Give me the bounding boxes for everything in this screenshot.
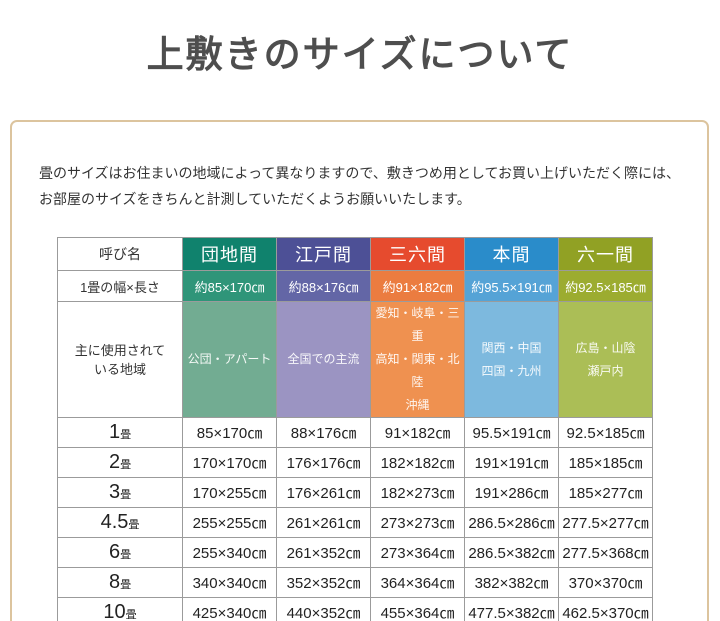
- size-value: 277.5×368㎝: [558, 537, 653, 568]
- row-label: 2畳: [57, 447, 183, 478]
- regions-row: 主に使用されて いる地域 公団・アパート 全国での主流 愛知・岐阜・三重 高知・関…: [57, 301, 653, 418]
- row-label: 6畳: [57, 537, 183, 568]
- size-value: 185×185㎝: [558, 447, 653, 478]
- intro-text: 畳のサイズはお住まいの地域によって異なりますので、敷きつめ用としてお買い上げいた…: [39, 160, 680, 212]
- intro-line-2: お部屋のサイズをきちんと計測していただくようお願いいたします。: [38, 191, 471, 207]
- size-value: 191×286㎝: [464, 477, 559, 508]
- row-label: 3畳: [57, 477, 183, 508]
- size-value: 85×170㎝: [182, 417, 277, 448]
- size-row-4-5jo: 4.5畳 255×255㎝ 261×261㎝ 273×273㎝ 286.5×28…: [57, 507, 653, 538]
- size-value: 273×364㎝: [370, 537, 465, 568]
- size-row-2jo: 2畳 170×170㎝ 176×176㎝ 182×182㎝ 191×191㎝ 1…: [57, 447, 653, 478]
- column-header-danchima: 団地間: [182, 237, 277, 271]
- size-value: 352×352㎝: [276, 567, 371, 598]
- size-value: 191×191㎝: [464, 447, 559, 478]
- size-value: 91×182㎝: [370, 417, 465, 448]
- one-mat-size-value: 約92.5×185㎝: [558, 270, 653, 302]
- size-row-10jo: 10畳 425×340㎝ 440×352㎝ 455×364㎝ 477.5×382…: [57, 597, 653, 621]
- regions-sanrokuma: 愛知・岐阜・三重 高知・関東・北陸 沖縄: [370, 301, 465, 418]
- one-mat-size-label: 1畳の幅×長さ: [57, 270, 183, 302]
- page: 上敷きのサイズについて 畳のサイズはお住まいの地域によって異なりますので、敷きつ…: [0, 24, 720, 621]
- size-value: 261×352㎝: [276, 537, 371, 568]
- regions-edoma: 全国での主流: [276, 301, 371, 418]
- size-value: 340×340㎝: [182, 567, 277, 598]
- column-header-rokuichima: 六一間: [558, 237, 653, 271]
- size-value: 176×261㎝: [276, 477, 371, 508]
- table-header-row: 呼び名 団地間 江戸間 三六間 本間 六一間: [57, 237, 653, 271]
- size-value: 170×170㎝: [182, 447, 277, 478]
- regions-rokuichima: 広島・山陰 瀬戸内: [558, 301, 653, 418]
- one-mat-size-value: 約95.5×191㎝: [464, 270, 559, 302]
- tatami-size-table: 呼び名 団地間 江戸間 三六間 本間 六一間 1畳の幅×長さ 約85×170㎝ …: [57, 237, 653, 621]
- size-row-1jo: 1畳 85×170㎝ 88×176㎝ 91×182㎝ 95.5×191㎝ 92.…: [57, 417, 653, 448]
- size-value: 182×182㎝: [370, 447, 465, 478]
- size-row-6jo: 6畳 255×340㎝ 261×352㎝ 273×364㎝ 286.5×382㎝…: [57, 537, 653, 568]
- size-value: 95.5×191㎝: [464, 417, 559, 448]
- size-row-3jo: 3畳 170×255㎝ 176×261㎝ 182×273㎝ 191×286㎝ 1…: [57, 477, 653, 508]
- content-panel: 畳のサイズはお住まいの地域によって異なりますので、敷きつめ用としてお買い上げいた…: [10, 120, 709, 621]
- size-row-8jo: 8畳 340×340㎝ 352×352㎝ 364×364㎝ 382×382㎝ 3…: [57, 567, 653, 598]
- size-value: 92.5×185㎝: [558, 417, 653, 448]
- row-label: 8畳: [57, 567, 183, 598]
- column-header-edoma: 江戸間: [276, 237, 371, 271]
- size-value: 286.5×382㎝: [464, 537, 559, 568]
- size-value: 477.5×382㎝: [464, 597, 559, 621]
- size-value: 286.5×286㎝: [464, 507, 559, 538]
- one-mat-size-value: 約91×182㎝: [370, 270, 465, 302]
- size-value: 185×277㎝: [558, 477, 653, 508]
- size-value: 364×364㎝: [370, 567, 465, 598]
- regions-danchima: 公団・アパート: [182, 301, 277, 418]
- one-mat-size-row: 1畳の幅×長さ 約85×170㎝ 約88×176㎝ 約91×182㎝ 約95.5…: [57, 270, 653, 302]
- size-value: 455×364㎝: [370, 597, 465, 621]
- corner-label: 呼び名: [57, 237, 183, 271]
- size-value: 261×261㎝: [276, 507, 371, 538]
- size-value: 88×176㎝: [276, 417, 371, 448]
- regions-label: 主に使用されて いる地域: [57, 301, 183, 418]
- one-mat-size-value: 約88×176㎝: [276, 270, 371, 302]
- row-label: 4.5畳: [57, 507, 183, 538]
- size-value: 382×382㎝: [464, 567, 559, 598]
- size-value: 277.5×277㎝: [558, 507, 653, 538]
- column-header-sanrokuma: 三六間: [370, 237, 465, 271]
- regions-honma: 関西・中国 四国・九州: [464, 301, 559, 418]
- column-header-honma: 本間: [464, 237, 559, 271]
- row-label: 1畳: [57, 417, 183, 448]
- size-value: 273×273㎝: [370, 507, 465, 538]
- row-label: 10畳: [57, 597, 183, 621]
- page-title: 上敷きのサイズについて: [146, 35, 574, 76]
- one-mat-size-value: 約85×170㎝: [182, 270, 277, 302]
- size-value: 176×176㎝: [276, 447, 371, 478]
- size-value: 182×273㎝: [370, 477, 465, 508]
- size-value: 255×340㎝: [182, 537, 277, 568]
- size-value: 370×370㎝: [558, 567, 653, 598]
- size-value: 170×255㎝: [182, 477, 277, 508]
- intro-line-1: 畳のサイズはお住まいの地域によって異なりますので、敷きつめ用としてお買い上げいた…: [38, 165, 681, 181]
- size-value: 440×352㎝: [276, 597, 371, 621]
- size-value: 462.5×370㎝: [558, 597, 653, 621]
- size-value: 425×340㎝: [182, 597, 277, 621]
- size-value: 255×255㎝: [182, 507, 277, 538]
